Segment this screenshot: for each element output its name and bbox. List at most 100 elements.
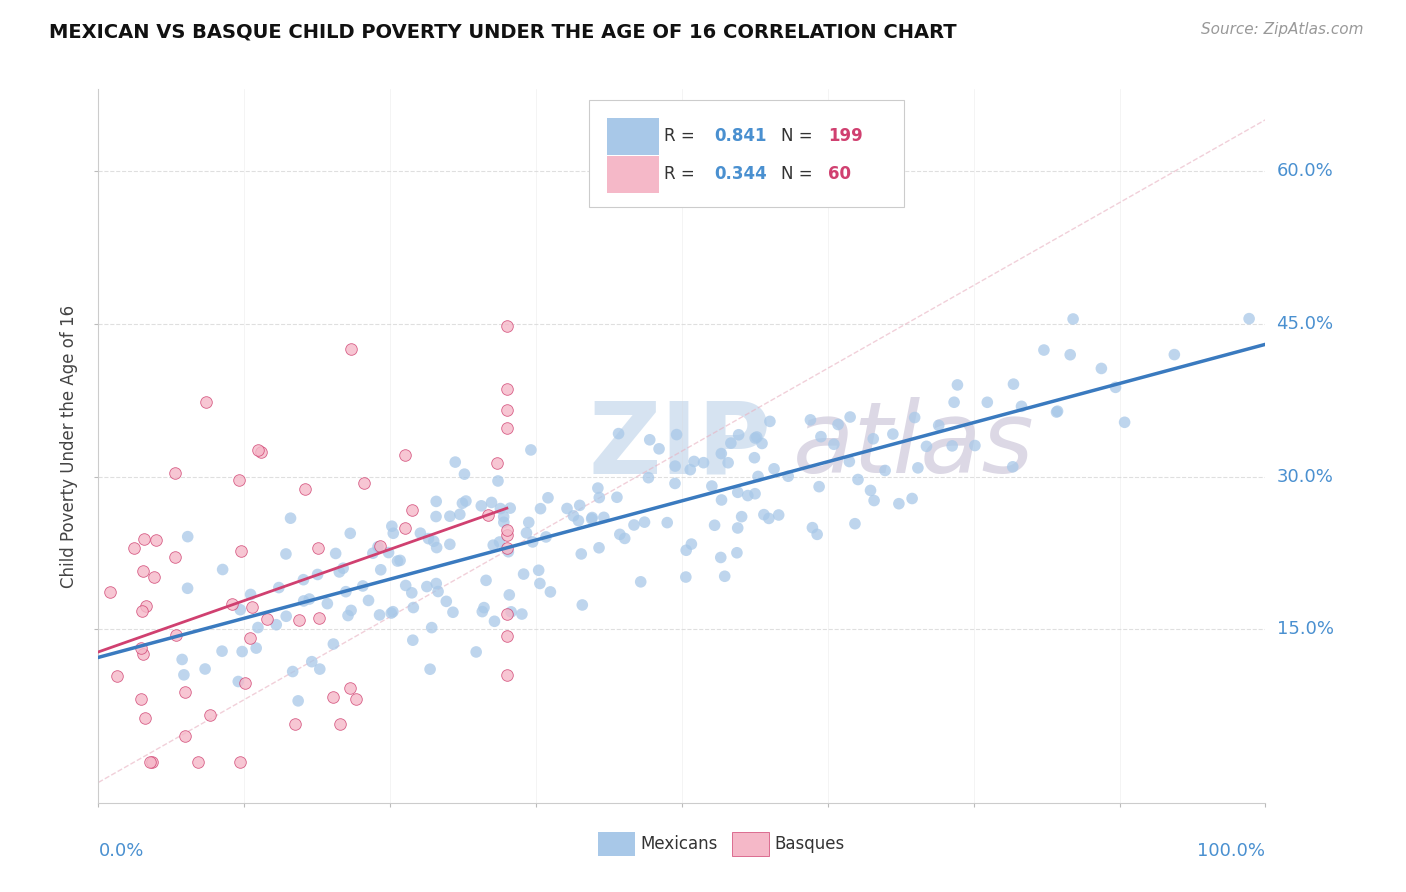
Point xyxy=(496,528,519,542)
Point xyxy=(737,489,759,503)
Point xyxy=(496,403,519,417)
Point xyxy=(337,608,360,623)
Point xyxy=(1163,348,1185,362)
FancyBboxPatch shape xyxy=(733,832,769,856)
Point xyxy=(418,532,440,546)
Point xyxy=(481,495,503,509)
FancyBboxPatch shape xyxy=(598,832,636,856)
Point xyxy=(875,463,897,477)
FancyBboxPatch shape xyxy=(607,155,658,193)
Point xyxy=(745,430,768,444)
Point xyxy=(198,707,221,722)
Point xyxy=(477,508,499,523)
Point xyxy=(129,640,152,655)
Point xyxy=(725,546,748,560)
Point xyxy=(239,587,262,601)
Point xyxy=(496,382,519,396)
Point xyxy=(683,454,706,468)
Point xyxy=(1090,361,1112,376)
Point xyxy=(394,521,416,535)
Point xyxy=(368,607,391,622)
Point xyxy=(700,479,723,493)
Point xyxy=(717,456,740,470)
Point xyxy=(648,442,671,456)
Point xyxy=(1032,343,1054,357)
Point xyxy=(512,567,534,582)
Point xyxy=(409,526,432,541)
Point xyxy=(235,676,257,690)
Point xyxy=(145,533,167,548)
Point xyxy=(328,565,350,579)
Point xyxy=(427,584,450,599)
Point xyxy=(246,443,269,458)
Point xyxy=(1062,312,1084,326)
Point xyxy=(174,729,197,743)
Point xyxy=(381,605,404,619)
Point xyxy=(367,540,389,554)
Point xyxy=(665,427,688,442)
Point xyxy=(713,569,735,583)
Point xyxy=(496,541,519,555)
Point xyxy=(492,516,515,530)
Point xyxy=(664,476,686,491)
Point xyxy=(361,546,384,560)
Point xyxy=(439,509,461,524)
Point xyxy=(613,532,636,546)
Text: MEXICAN VS BASQUE CHILD POVERTY UNDER THE AGE OF 16 CORRELATION CHART: MEXICAN VS BASQUE CHILD POVERTY UNDER TH… xyxy=(49,22,957,41)
Point xyxy=(562,508,585,523)
Point xyxy=(963,438,986,452)
Point xyxy=(496,667,519,681)
Point xyxy=(221,597,243,611)
Point xyxy=(173,668,195,682)
Point xyxy=(245,641,267,656)
FancyBboxPatch shape xyxy=(589,100,904,207)
Point xyxy=(444,455,467,469)
Point xyxy=(567,514,589,528)
Point xyxy=(943,395,966,409)
Point xyxy=(747,469,769,483)
Point xyxy=(465,645,488,659)
Text: 199: 199 xyxy=(828,128,862,145)
Point xyxy=(401,503,423,517)
Text: N =: N = xyxy=(782,128,818,145)
Point xyxy=(801,521,824,535)
Point xyxy=(426,541,449,555)
Point xyxy=(862,432,884,446)
Point xyxy=(808,480,831,494)
Point xyxy=(679,463,702,477)
Point xyxy=(799,413,821,427)
Text: 0.0%: 0.0% xyxy=(98,842,143,860)
Point xyxy=(515,525,537,540)
Point xyxy=(451,496,474,510)
Point xyxy=(609,527,631,541)
Point xyxy=(329,716,352,731)
Point xyxy=(416,580,439,594)
Text: R =: R = xyxy=(665,165,700,183)
Point xyxy=(522,535,544,549)
Point xyxy=(264,617,287,632)
Text: 0.344: 0.344 xyxy=(714,165,768,183)
Point xyxy=(472,600,495,615)
Point xyxy=(710,493,733,508)
Point xyxy=(486,456,509,470)
Point xyxy=(752,508,775,522)
Text: atlas: atlas xyxy=(793,398,1035,494)
Point xyxy=(174,685,197,699)
Point xyxy=(710,447,733,461)
Point xyxy=(759,414,782,428)
Point xyxy=(394,448,416,462)
Point xyxy=(211,644,233,658)
Point xyxy=(229,755,252,769)
Point xyxy=(454,494,477,508)
Point xyxy=(1045,405,1067,419)
Point xyxy=(402,600,425,615)
FancyBboxPatch shape xyxy=(607,118,658,155)
Point xyxy=(581,510,603,524)
Point xyxy=(1114,415,1136,429)
Point xyxy=(307,567,329,582)
Point xyxy=(592,510,614,524)
Point xyxy=(839,410,862,425)
Point xyxy=(496,523,519,537)
Point xyxy=(340,603,363,617)
Point xyxy=(122,541,145,555)
